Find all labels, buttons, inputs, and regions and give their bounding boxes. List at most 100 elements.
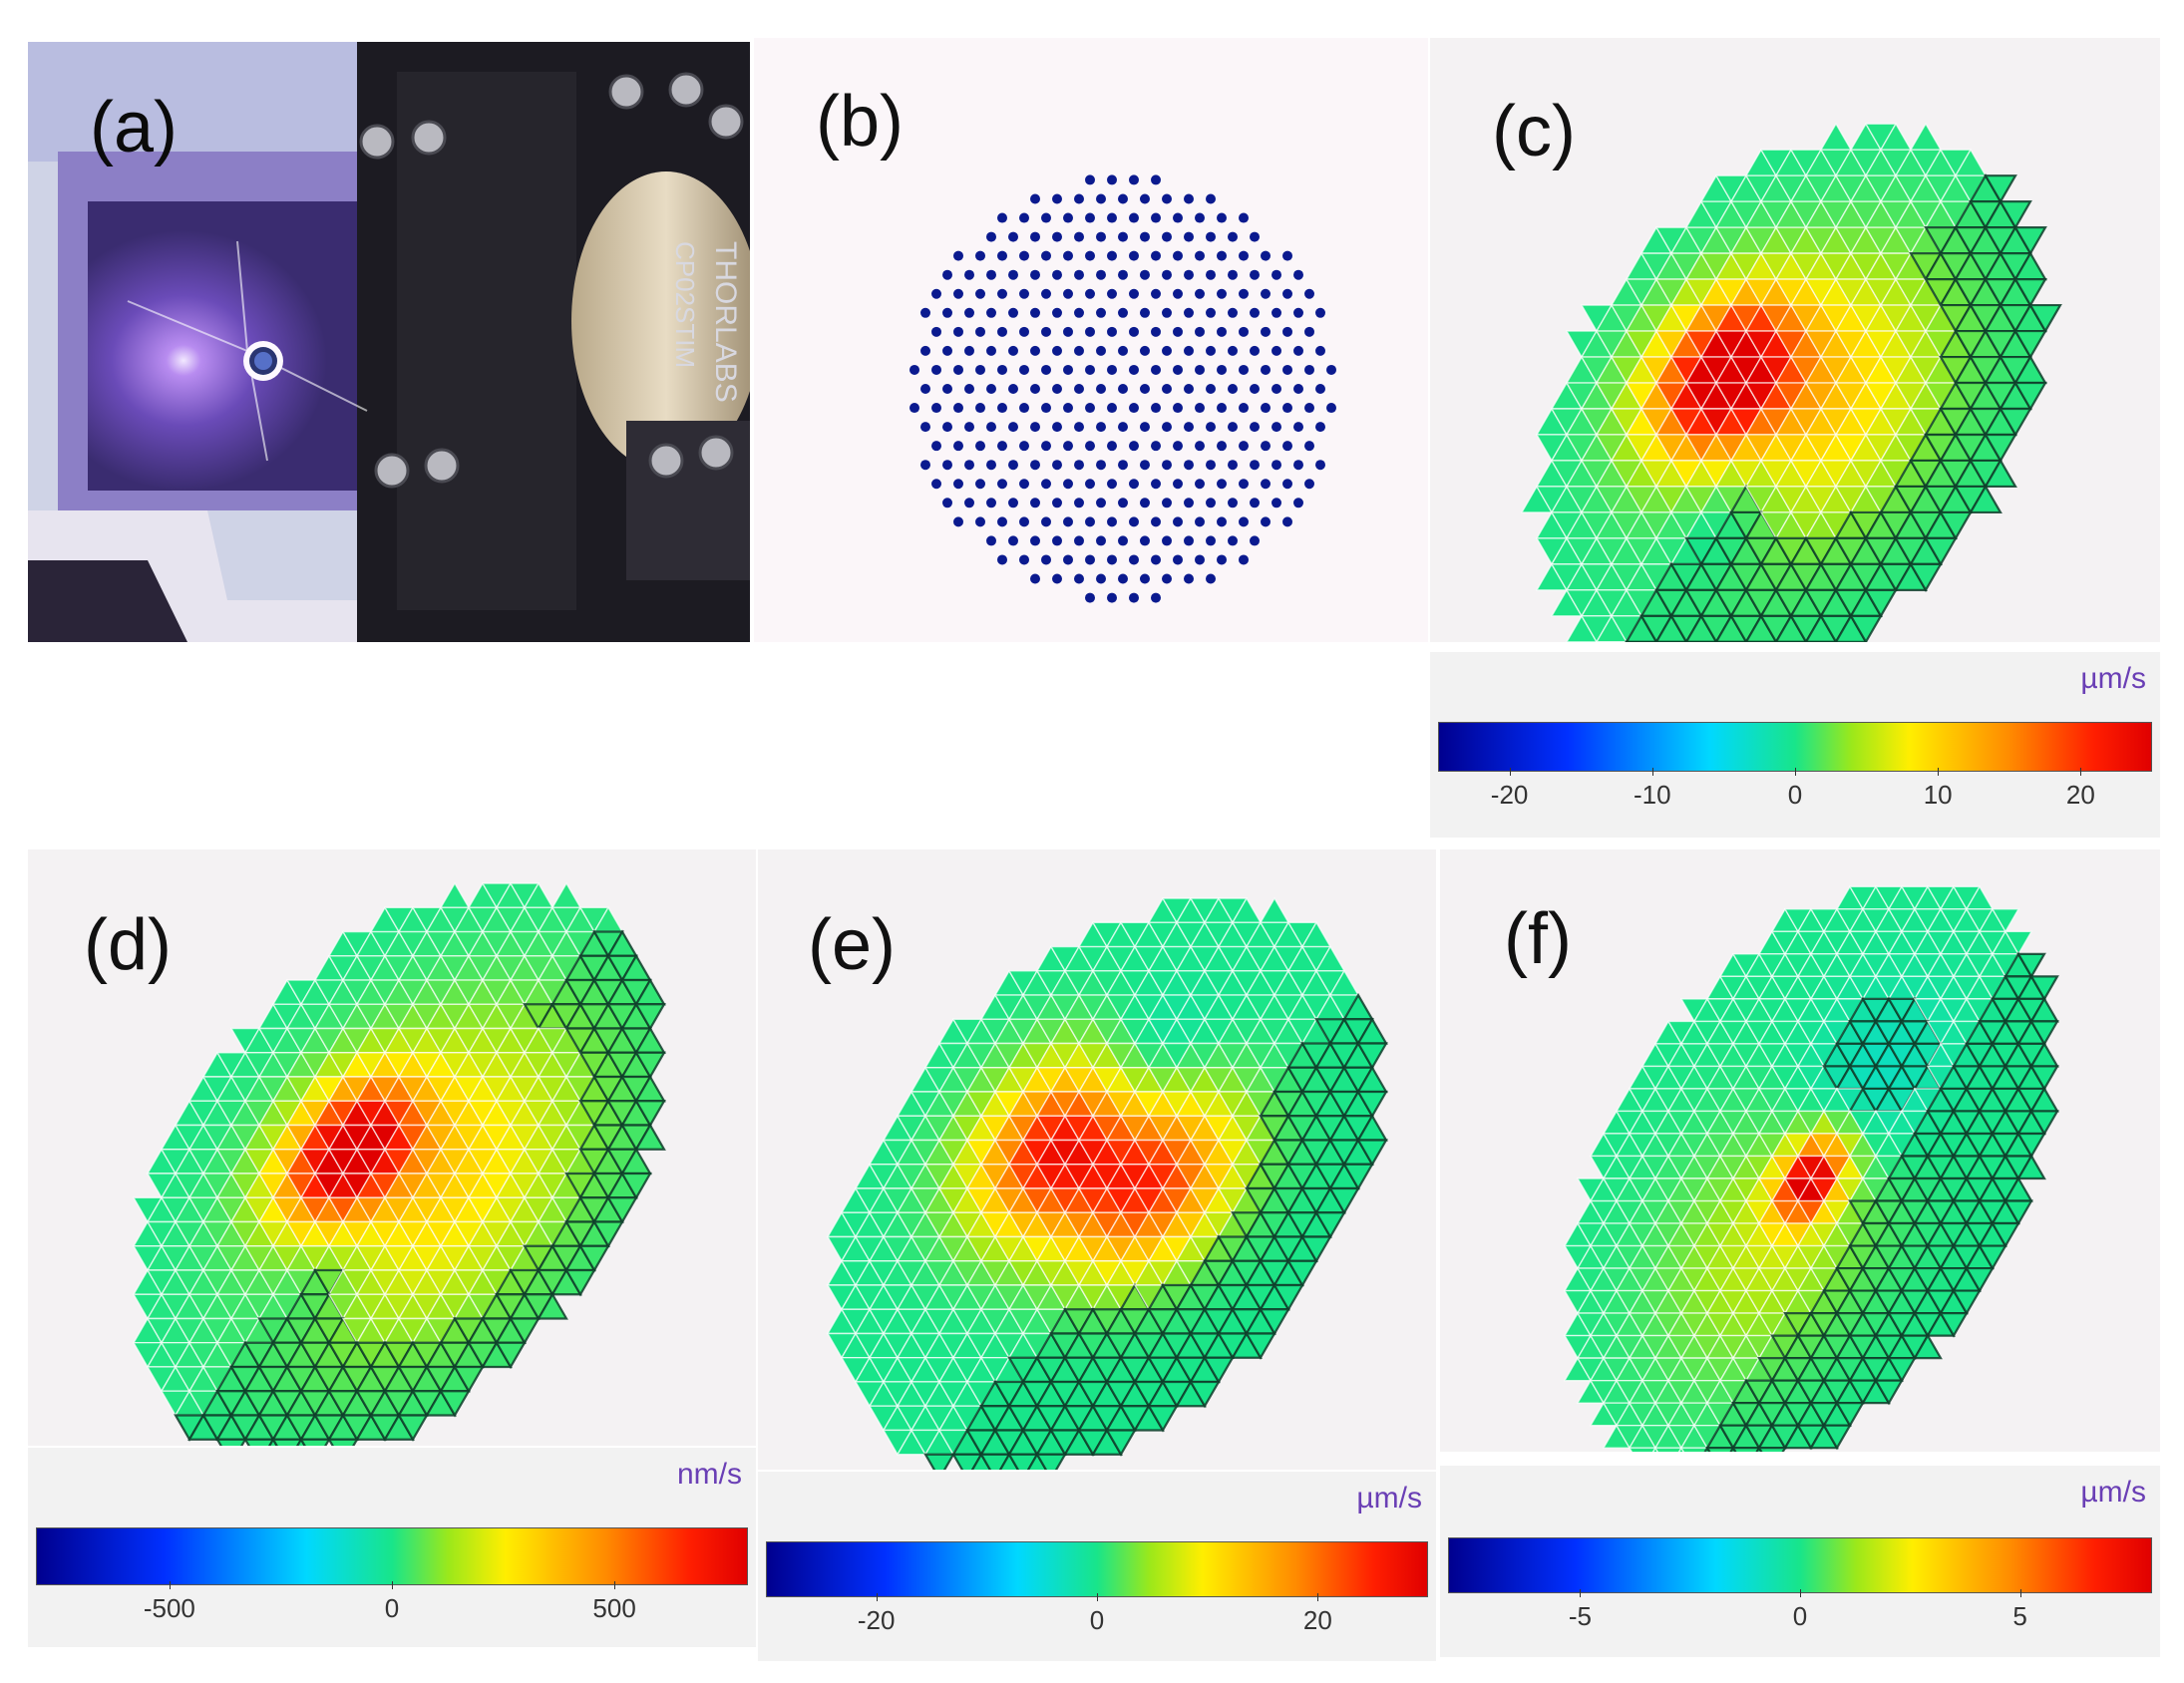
scan-point [1315, 345, 1325, 356]
mesh-element [1203, 1356, 1235, 1385]
scan-point [953, 516, 963, 527]
scan-point [1293, 384, 1303, 394]
scan-point [1085, 554, 1095, 565]
scan-point [1030, 460, 1040, 471]
mesh-element [495, 1341, 527, 1370]
scan-point [1118, 193, 1128, 204]
scan-point [1239, 479, 1249, 490]
scan-point [1074, 422, 1084, 433]
colorbar-e-tickmark [1317, 1593, 1319, 1601]
mesh-element [2003, 1199, 2033, 1226]
scan-point [1195, 288, 1205, 299]
scan-point [1019, 212, 1029, 223]
scan-point [1140, 573, 1150, 584]
scan-point [1173, 554, 1183, 565]
mesh-element [2013, 226, 2047, 256]
mesh-element [1969, 484, 2002, 514]
colorbar-f-tick-label: 5 [2012, 1601, 2027, 1631]
scan-point [1293, 345, 1303, 356]
velocity-map-c [1520, 122, 2062, 642]
scan-point [1217, 403, 1227, 414]
scan-point [1019, 403, 1029, 414]
mesh-element [1874, 1379, 1904, 1406]
scan-point [1030, 307, 1040, 318]
scan-point [1041, 250, 1051, 261]
mesh-element [1864, 588, 1898, 619]
mesh-element [439, 1390, 471, 1418]
scan-point [1107, 288, 1117, 299]
scan-point [1228, 384, 1238, 394]
scan-point [1129, 403, 1139, 414]
scan-point [1140, 231, 1150, 242]
scan-point [1063, 364, 1073, 375]
scan-point [1096, 269, 1106, 280]
setup-photo-image: THORLABS CP02STIM [28, 42, 750, 642]
colorbar-e-tick-label: -20 [857, 1605, 896, 1635]
scan-point [1096, 345, 1106, 356]
mesh-element [1822, 1424, 1852, 1451]
scan-point [1151, 441, 1161, 452]
scan-point [1096, 231, 1106, 242]
panel-d-velocity-map: (d) [28, 849, 756, 1446]
scan-point [1140, 535, 1150, 546]
mesh-element [1356, 1139, 1388, 1167]
scan-point [1085, 479, 1095, 490]
scan-point [1052, 307, 1062, 318]
mesh-d [132, 881, 666, 1446]
colorbar-c-gradient [1438, 722, 2152, 772]
colorbar-e-tickmark [1097, 1593, 1098, 1601]
mesh-element [1924, 536, 1958, 567]
scan-point [997, 479, 1007, 490]
scan-point [1129, 592, 1139, 603]
colorbar-c-tick-label: -20 [1490, 780, 1529, 810]
panel-a-photo: THORLABS CP02STIM (a) [28, 42, 750, 642]
scan-point [953, 288, 963, 299]
colorbar-d-unit: nm/s [676, 1458, 742, 1491]
scan-point [975, 516, 985, 527]
scan-point [942, 498, 952, 508]
colorbar-f-gradient [1448, 1537, 2152, 1593]
scan-point [1129, 479, 1139, 490]
scan-point [1272, 422, 1281, 433]
scan-point [1041, 326, 1051, 337]
scan-point [1085, 174, 1095, 185]
scan-point [1085, 212, 1095, 223]
scan-point [1151, 250, 1161, 261]
colorbar-f-tick-label: -5 [1568, 1601, 1592, 1631]
scan-point [1063, 288, 1073, 299]
scan-point [986, 307, 996, 318]
mesh-element [1913, 1333, 1943, 1360]
scan-point [964, 384, 974, 394]
scan-point [1096, 384, 1106, 394]
mesh-element [634, 1100, 666, 1128]
scan-point [1151, 326, 1161, 337]
scan-point [975, 441, 985, 452]
mesh-element [620, 1172, 652, 1200]
scan-point [953, 364, 963, 375]
scan-point [1206, 384, 1216, 394]
mesh-element [1342, 1163, 1374, 1191]
mesh-element [1035, 1453, 1067, 1470]
scan-point [1184, 384, 1194, 394]
mesh-element [1105, 1429, 1137, 1457]
device-brand-text: THORLABS [709, 241, 742, 403]
scan-point [986, 498, 996, 508]
scan-point [1261, 250, 1271, 261]
mesh-element [2029, 975, 2059, 1002]
scan-point [1304, 288, 1314, 299]
scan-point [1184, 231, 1194, 242]
scan-point [1261, 364, 1271, 375]
scan-point [953, 326, 963, 337]
mesh-element [1819, 122, 1853, 151]
scan-point [1282, 441, 1292, 452]
mesh-element [1300, 1235, 1332, 1263]
scan-point [1129, 516, 1139, 527]
scan-point [1063, 441, 1073, 452]
mesh-element [1705, 1447, 1735, 1452]
scan-point [1052, 193, 1062, 204]
colorbar-f-tickmark [1580, 1589, 1582, 1597]
scan-point [942, 307, 952, 318]
mesh-element [1286, 1259, 1318, 1288]
scan-point [1239, 326, 1249, 337]
scan-point [1173, 288, 1183, 299]
